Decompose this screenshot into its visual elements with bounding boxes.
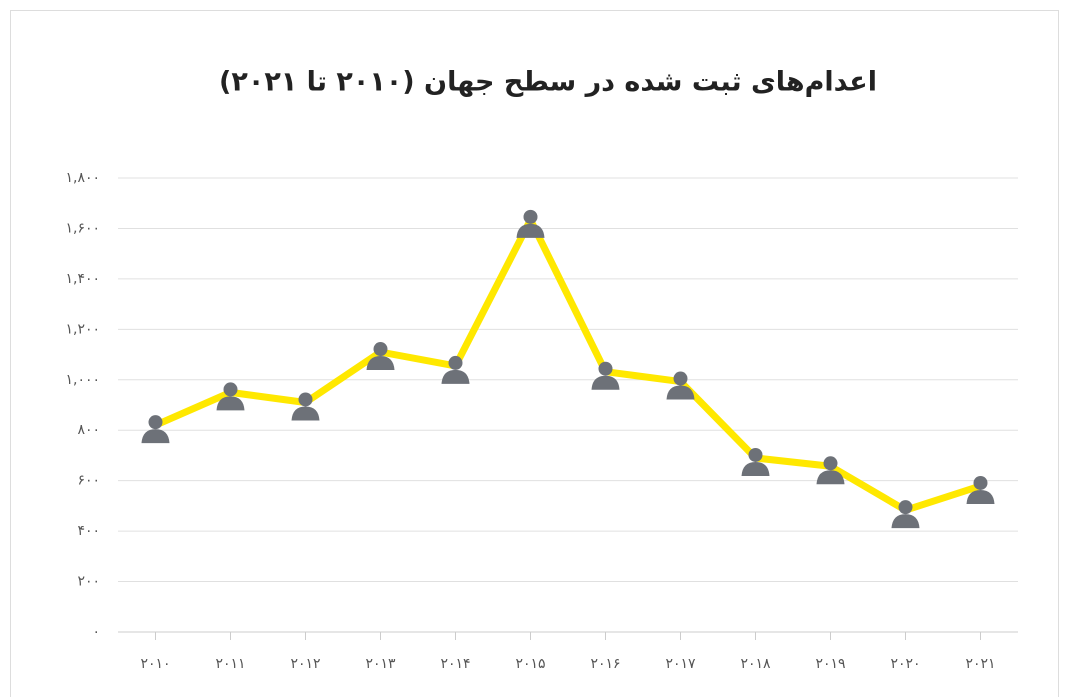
x-tick-label: ۲۰۲۱ bbox=[965, 656, 995, 672]
y-tick-label: ۱,۸۰۰ bbox=[65, 170, 100, 186]
x-tick-label: ۲۰۱۶ bbox=[590, 656, 620, 672]
marker-body bbox=[741, 461, 770, 476]
marker-body bbox=[516, 223, 545, 238]
marker-head bbox=[748, 447, 763, 462]
marker-body bbox=[141, 429, 170, 444]
person-marker bbox=[441, 355, 470, 384]
marker-head bbox=[523, 209, 538, 224]
y-tick-label: ۸۰۰ bbox=[77, 422, 100, 438]
person-marker bbox=[216, 382, 245, 411]
x-tick-label: ۲۰۱۸ bbox=[740, 656, 771, 672]
y-tick-label: ۱,۶۰۰ bbox=[65, 220, 100, 236]
x-tick-label: ۲۰۲۰ bbox=[890, 656, 920, 672]
card bbox=[10, 10, 1059, 697]
marker-body bbox=[441, 369, 470, 384]
marker-head bbox=[373, 342, 388, 357]
marker-head bbox=[223, 382, 238, 397]
person-marker bbox=[966, 475, 995, 504]
x-tick-label: ۲۰۱۹ bbox=[815, 656, 845, 672]
marker-body bbox=[366, 356, 395, 371]
marker-head bbox=[148, 415, 163, 430]
y-tick-label: ۴۰۰ bbox=[77, 523, 100, 539]
x-tick-label: ۲۰۱۴ bbox=[440, 656, 470, 672]
person-marker bbox=[891, 500, 920, 529]
marker-head bbox=[898, 500, 913, 515]
person-marker bbox=[141, 415, 170, 444]
marker-body bbox=[666, 385, 695, 400]
person-marker bbox=[291, 392, 320, 421]
marker-body bbox=[591, 375, 620, 390]
person-marker bbox=[816, 456, 845, 485]
x-tick-label: ۲۰۱۷ bbox=[665, 656, 696, 672]
data-line bbox=[152, 216, 984, 514]
person-marker bbox=[591, 361, 620, 390]
chart-title: اعدام‌های ثبت شده در سطح جهان (۲۰۱۰ تا ۲… bbox=[219, 67, 877, 98]
person-marker bbox=[366, 342, 395, 371]
person-marker bbox=[741, 447, 770, 476]
x-tick-label: ۲۰۱۱ bbox=[215, 656, 245, 672]
marker-body bbox=[216, 396, 245, 411]
marker-head bbox=[973, 475, 988, 490]
y-tick-label: ۱,۲۰۰ bbox=[65, 321, 100, 337]
marker-head bbox=[823, 456, 838, 471]
person-marker bbox=[516, 209, 545, 238]
y-tick-label: ۰ bbox=[92, 624, 100, 640]
x-tick-label: ۲۰۱۵ bbox=[515, 656, 545, 672]
marker-body bbox=[966, 489, 995, 504]
marker-head bbox=[298, 392, 313, 407]
marker-head bbox=[448, 355, 463, 370]
marker-body bbox=[291, 406, 320, 421]
person-marker bbox=[666, 371, 695, 400]
y-tick-label: ۲۰۰ bbox=[77, 574, 100, 590]
y-tick-label: ۱,۴۰۰ bbox=[65, 271, 100, 287]
marker-body bbox=[816, 470, 845, 485]
x-tick-label: ۲۰۱۲ bbox=[290, 656, 320, 672]
x-tick-label: ۲۰۱۰ bbox=[140, 656, 170, 672]
y-tick-label: ۱,۰۰۰ bbox=[65, 372, 100, 388]
marker-head bbox=[673, 371, 688, 386]
y-tick-label: ۶۰۰ bbox=[77, 473, 100, 489]
marker-head bbox=[598, 361, 613, 376]
marker-body bbox=[891, 514, 920, 529]
x-tick-label: ۲۰۱۳ bbox=[365, 656, 396, 672]
